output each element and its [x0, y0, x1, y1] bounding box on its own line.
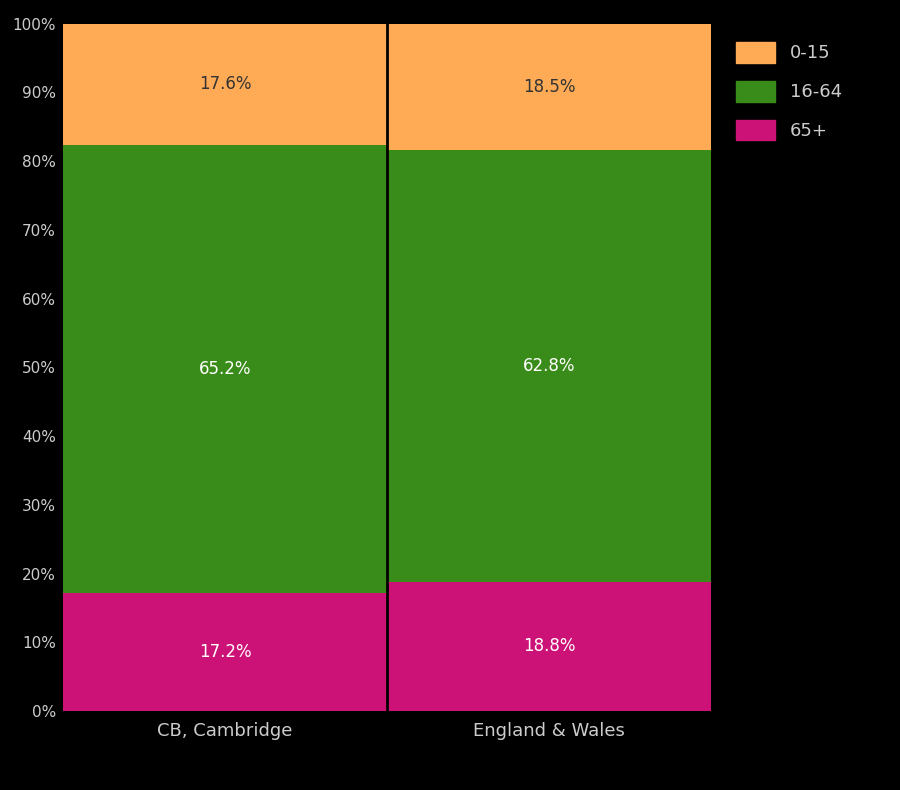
Bar [63, 145, 387, 592]
Text: 17.2%: 17.2% [199, 643, 251, 661]
Text: 18.5%: 18.5% [523, 77, 575, 96]
Bar [387, 23, 711, 150]
Text: 17.6%: 17.6% [199, 75, 251, 93]
Text: 65.2%: 65.2% [199, 359, 251, 378]
Bar [63, 592, 387, 711]
Bar [387, 150, 711, 581]
Bar [387, 581, 711, 711]
Text: 62.8%: 62.8% [523, 357, 575, 375]
Text: 18.8%: 18.8% [523, 638, 575, 656]
Legend: 0-15, 16-64, 65+: 0-15, 16-64, 65+ [726, 32, 850, 149]
Bar [63, 24, 387, 145]
